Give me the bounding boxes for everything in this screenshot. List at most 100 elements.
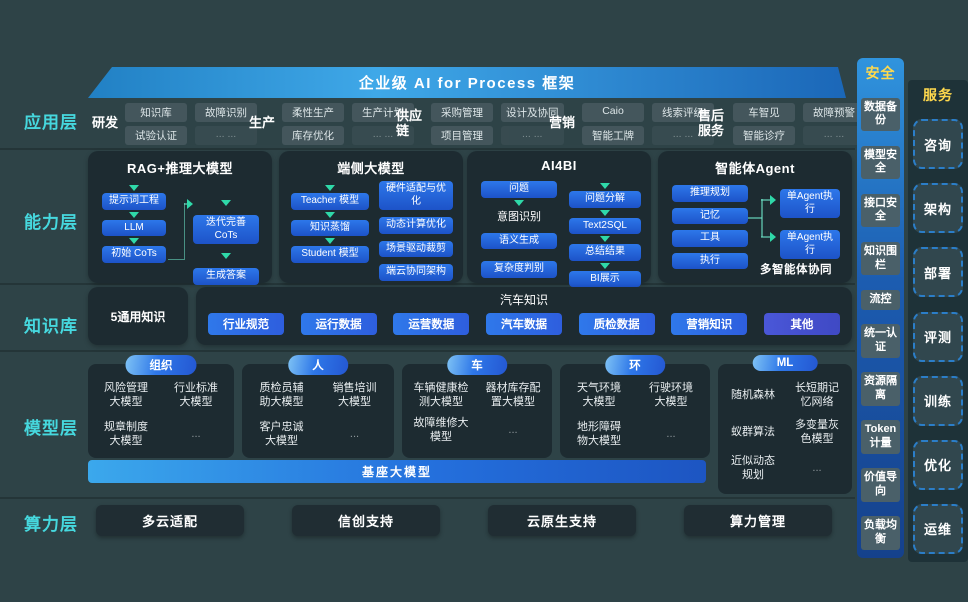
knowledge-pill: 行业规范 <box>208 313 284 335</box>
service-column: 服务 咨询 架构 部署 评测 训练 优化 运维 <box>908 80 968 562</box>
app-scenario-pill: 采购管理 <box>431 102 493 122</box>
app-scenario-pill: 知识库 <box>125 102 188 122</box>
app-group-supply-chain: 供应链 采购管理 设计及协同 项目管理 ... ... <box>396 101 564 146</box>
arrow-down-icon <box>600 236 610 242</box>
flow-step: 问题分解 <box>569 181 641 208</box>
model-item: 近似动态规划 <box>731 455 775 482</box>
knowledge-pill-row: 行业规范 运行数据 运营数据 汽车数据 质检数据 营销知识 其他 <box>196 308 852 335</box>
model-item: 行业标准大模型 <box>174 382 218 409</box>
layer-divider <box>0 283 855 285</box>
app-scenario-pill: ... ... <box>501 125 564 145</box>
knowledge-pill: 运行数据 <box>300 313 377 335</box>
arrow-down-icon <box>221 200 231 206</box>
app-group-label: 生产 <box>249 115 276 131</box>
flow-box: Student 模型 <box>291 246 369 263</box>
app-scenario-pill: ... ... <box>803 125 865 145</box>
capability-panel-ai4bi: AI4BI 问题 意图识别 语义生成 复杂度判别 问题分解 Text2SQL <box>467 151 651 287</box>
app-scenario-pill: 项目管理 <box>431 125 493 145</box>
connector-line <box>761 199 770 201</box>
model-item: ... <box>508 423 518 436</box>
ai4bi-right-flow: 问题分解 Text2SQL 总结结果 BI展示 <box>569 181 641 287</box>
model-item: 行驶环境大模型 <box>649 382 693 409</box>
flow-box: 复杂度判别 <box>481 261 557 278</box>
flow-step: BI展示 <box>569 261 641 287</box>
security-item: 统一认证 <box>861 324 900 358</box>
app-scenario-pill: Caio <box>582 102 645 122</box>
model-group-vehicle: 车 车辆健康检测大模型 器材库存配置大模型 故障维修大模型... <box>402 355 552 458</box>
app-scenario-pill: ... ... <box>652 125 715 145</box>
flow-box: 问题分解 <box>569 191 641 208</box>
panel-title: 端侧大模型 <box>337 161 405 176</box>
service-column-title: 服务 <box>923 87 953 103</box>
feature-box: 硬件适配与优化 <box>379 181 453 210</box>
arrow-down-icon <box>325 211 335 218</box>
flow-step: 迭代完善CoTs <box>193 191 259 244</box>
security-item: 数据备份 <box>861 97 900 132</box>
app-scenario-pill: ... ... <box>195 125 258 145</box>
knowledge-pill: 质检数据 <box>578 313 655 335</box>
app-group-items: 车智见 故障预警 智能诊疗 ... ... <box>733 102 865 145</box>
flow-step: LLM <box>102 210 166 236</box>
layer-label-compute: 算力层 <box>24 515 78 534</box>
service-item: 评测 <box>913 311 963 362</box>
model-item: 销售培训大模型 <box>332 382 377 409</box>
base-model-bar: 基座大模型 <box>88 460 706 483</box>
app-group-marketing: 营销 Caio 线索评级 智能工牌 ... ... <box>549 101 715 146</box>
app-group-items: Caio 线索评级 智能工牌 ... ... <box>582 102 715 145</box>
flow-box: LLM <box>102 219 166 236</box>
app-group-rd: 研发 知识库 故障识别 试验认证 ... ... <box>92 101 258 146</box>
flow-box: 知识蒸馏 <box>291 219 369 236</box>
component-box: 推理规划 <box>672 185 748 202</box>
app-group-label: 营销 <box>549 115 576 131</box>
layer-label-capability: 能力层 <box>24 213 78 232</box>
flow-step: Teacher 模型 <box>291 183 369 210</box>
knowledge-auto-title: 汽车知识 <box>499 293 548 307</box>
model-item: 质检员辅助大模型 <box>259 382 304 409</box>
component-box: 执行 <box>672 252 748 269</box>
security-column-title: 安全 <box>865 65 896 81</box>
compute-button-row: 多云适配 信创支持 云原生支持 算力管理 <box>96 505 832 536</box>
model-item: ... <box>349 427 360 440</box>
flow-box: BI展示 <box>569 270 641 287</box>
layer-label-application: 应用层 <box>24 113 78 132</box>
model-group-people: 人 质检员辅助大模型 销售培训大模型 客户忠诚大模型... <box>242 355 394 458</box>
model-group-tag: 组织 <box>125 355 197 375</box>
feature-box: 端云协同架构 <box>379 264 453 281</box>
rag-left-flow: 提示词工程 LLM 初始 CoTs <box>102 183 166 263</box>
connector-line <box>761 199 763 237</box>
app-scenario-pill: 柔性生产 <box>282 102 345 122</box>
agent-component-list: 推理规划 记忆 工具 执行 <box>672 185 748 269</box>
feature-box: 场景驱动裁剪 <box>379 240 453 257</box>
rag-right-flow: 迭代完善CoTs 生成答案 <box>193 191 259 285</box>
edge-feature-list: 硬件适配与优化 动态计算优化 场景驱动裁剪 端云协同架构 <box>379 181 453 281</box>
service-item: 咨询 <box>913 119 963 170</box>
model-item: 随机森林 <box>731 389 775 402</box>
app-group-items: 知识库 故障识别 试验认证 ... ... <box>125 102 258 145</box>
flow-step: 初始 CoTs <box>102 236 166 263</box>
flow-box: Teacher 模型 <box>291 193 369 210</box>
model-item: ... <box>812 462 822 475</box>
executor-box: 单Agent执行 <box>780 189 840 218</box>
flow-box: 生成答案 <box>193 268 259 285</box>
flow-step: Text2SQL <box>569 208 641 234</box>
panel-title: AI4BI <box>541 158 577 173</box>
panel-title: 智能体Agent <box>715 161 795 176</box>
compute-capability-box: 算力管理 <box>684 505 832 536</box>
flow-step: 总结结果 <box>569 234 641 261</box>
security-item: 模型安全 <box>861 145 900 180</box>
knowledge-auto-panel: 汽车知识 行业规范 运行数据 运营数据 汽车数据 质检数据 营销知识 其他 <box>196 287 852 345</box>
layer-divider <box>0 497 855 499</box>
arrow-down-icon <box>129 185 139 191</box>
model-item-grid: 质检员辅助大模型 销售培训大模型 客户忠诚大模型... <box>242 364 394 452</box>
model-group-tag: 车 <box>447 355 507 375</box>
flow-box: 初始 CoTs <box>102 246 166 263</box>
model-item: ... <box>191 427 201 440</box>
model-item-grid: 天气环境大模型 行驶环境大模型 地形障碍物大模型... <box>560 364 710 452</box>
ai4bi-left-flow: 问题 意图识别 语义生成 复杂度判别 <box>481 181 557 278</box>
arrow-right-icon <box>187 199 193 209</box>
flow-box: 总结结果 <box>569 244 641 261</box>
model-item: 蚁群算法 <box>731 425 775 438</box>
security-item: 接口安全 <box>861 193 900 228</box>
connector-line <box>168 203 185 260</box>
